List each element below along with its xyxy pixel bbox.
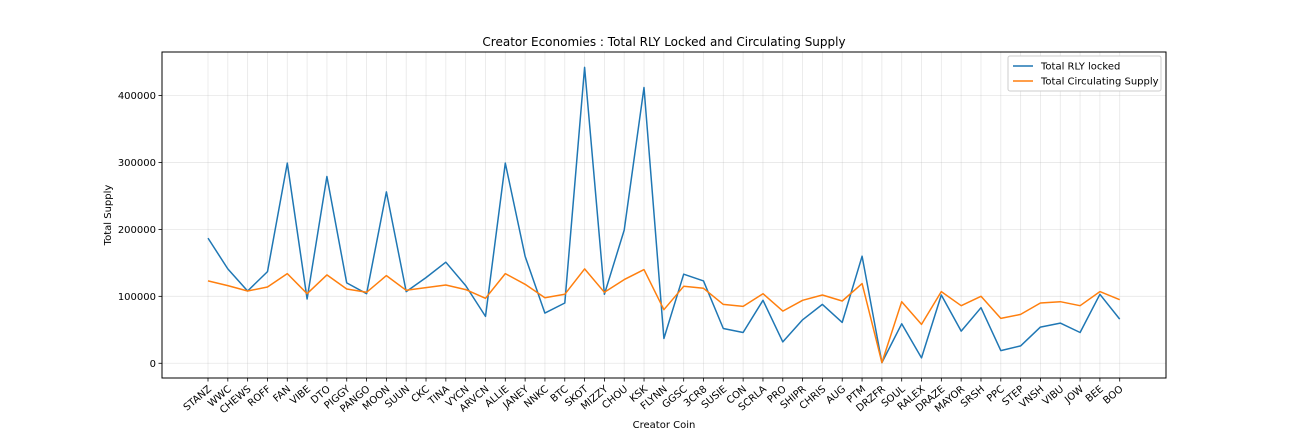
chart-title: Creator Economies : Total RLY Locked and… [482,35,845,49]
y-axis: 0 100000 200000 300000 400000 [118,91,162,370]
y-tick-label: 400000 [118,91,156,102]
legend-box [1007,55,1162,92]
x-tick-label: ROFF [246,384,273,410]
x-axis-label: Creator Coin [633,420,696,431]
y-tick-label: 200000 [118,225,156,236]
x-tick-label: BOO [1101,384,1125,407]
x-tick-label: BEE [1084,384,1106,405]
y-tick-label: 100000 [118,292,156,303]
legend: Total RLY locked Total Circulating Suppl… [1007,55,1162,92]
series-lines [207,66,1121,364]
series-line-rly-locked [207,66,1121,364]
x-tick-label: AUG [824,384,848,407]
legend-label-circulating: Total Circulating Supply [1040,77,1159,88]
x-tick-label: VIBU [1041,384,1066,408]
legend-label-locked: Total RLY locked [1040,62,1120,73]
plot-area [162,52,1166,378]
series-line-circulating-supply [207,268,1120,364]
x-tick-label: VIBE [288,384,313,407]
x-axis: STANZWWCCHEWSROFFFANVIBEDTOPIGGYPANGOMOO… [182,378,1126,416]
y-tick-label: 0 [150,359,156,370]
x-tick-label: JOW [1062,384,1086,406]
y-axis-label: Total Supply [103,185,114,247]
y-tick-label: 300000 [118,158,156,169]
